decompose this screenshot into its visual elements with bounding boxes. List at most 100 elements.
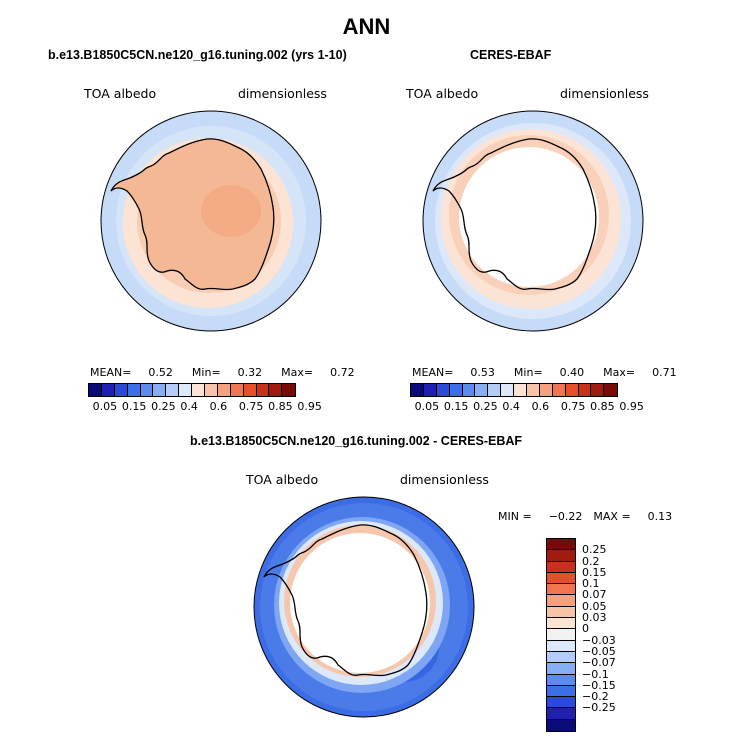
diff-panel-title: b.e13.B1850C5CN.ne120_g16.tuning.002 - C…	[190, 434, 523, 448]
diff-min-label: MIN =	[498, 510, 532, 523]
panel1-right-label: dimensionless	[238, 86, 327, 101]
diff-colorbar-tick-label: 0.1	[582, 577, 600, 591]
diff-colorbar-swatch	[547, 572, 575, 585]
diff-colorbar-swatch	[547, 663, 575, 675]
panel1-left-label: TOA albedo	[84, 86, 157, 101]
panel2-min-value: 0.40	[559, 366, 585, 379]
panel1-stats: MEAN= 0.52 Min= 0.32 Max= 0.72	[90, 366, 355, 379]
panel1-min-value: 0.32	[237, 366, 263, 379]
colorbar-tick-label: 0.4	[180, 400, 198, 413]
panel2-right-label: dimensionless	[560, 86, 649, 101]
diff-colorbar-swatch	[547, 640, 575, 652]
colorbar-swatch	[449, 384, 463, 396]
diff-panel-left-label: TOA albedo	[246, 472, 319, 487]
colorbar-swatch	[217, 384, 231, 396]
colorbar-swatch	[514, 384, 528, 396]
diff-missing-data	[290, 533, 430, 673]
panel2-stats: MEAN= 0.53 Min= 0.40 Max= 0.71	[412, 366, 677, 379]
colorbar-tick-label: 0.4	[502, 400, 520, 413]
colorbar-swatch	[166, 384, 180, 396]
diff-colorbar-tick-label: −0.25	[582, 701, 616, 715]
colorbar-tick-label: 0.75	[560, 400, 586, 413]
colorbar-tick-label: 0.6	[531, 400, 550, 413]
diff-max-value: 0.13	[647, 510, 673, 523]
colorbar-tick-label: 0.95	[297, 400, 322, 413]
figure-title: ANN	[342, 14, 391, 39]
diff-polar-map	[253, 496, 475, 718]
colorbar-tick-label: 0.85	[590, 400, 615, 413]
diff-colorbar-tick-label: −0.15	[582, 678, 616, 692]
colorbar-swatch	[436, 384, 450, 396]
diff-max-label: MAX =	[593, 510, 631, 523]
diff-colorbar-swatch	[547, 584, 575, 596]
panel1-max-value: 0.72	[330, 366, 355, 379]
colorbar-tick-label: 0.25	[151, 400, 176, 413]
colorbar-swatch	[256, 384, 270, 396]
colorbar-tick-label: 0.15	[443, 400, 469, 413]
diff-colorbar-swatch	[547, 708, 575, 720]
panel1-mean-label: MEAN=	[90, 366, 132, 379]
diff-colorbar-tick-label: 0.25	[582, 543, 607, 557]
colorbar-swatch	[411, 384, 424, 396]
panel2-colorbar	[410, 383, 619, 397]
diff-min-value: −0.22	[548, 510, 583, 523]
colorbar-tick-label: 0.85	[268, 400, 293, 413]
panel2-left-label: TOA albedo	[406, 86, 479, 101]
diff-colorbar-swatch	[547, 685, 575, 698]
diff-colorbar-tick-label: −0.1	[582, 667, 609, 681]
panel2-polar-map	[422, 110, 644, 332]
colorbar-swatch	[269, 384, 283, 396]
colorbar-tick-label: 0.05	[92, 400, 118, 413]
diff-colorbar-tick-label: −0.05	[582, 644, 616, 658]
panel2-mean-value: 0.53	[470, 366, 495, 379]
diff-map-border	[253, 496, 475, 718]
diff-colorbar-tick-label: 0.2	[582, 554, 600, 568]
colorbar-swatch	[89, 384, 102, 396]
diff-colorbar-swatch	[547, 595, 575, 607]
colorbar-swatch	[604, 384, 618, 396]
panel2-max-label: Max=	[603, 366, 636, 379]
colorbar-swatch	[462, 384, 476, 396]
colorbar-tick-label: 0.15	[121, 400, 147, 413]
diff-colorbar-swatch	[547, 550, 575, 562]
panel1-polar-map	[100, 110, 322, 332]
panel2-max-value: 0.71	[652, 366, 677, 379]
colorbar-swatch	[501, 384, 515, 396]
panel2-min-label: Min=	[513, 366, 543, 379]
colorbar-tick-label: 0.05	[414, 400, 440, 413]
diff-colorbar-swatch	[547, 606, 575, 619]
colorbar-swatch	[153, 384, 167, 396]
colorbar-swatch	[539, 384, 553, 396]
diff-colorbar-tick-label: −0.2	[582, 690, 609, 704]
colorbar-tick-label: 0.6	[209, 400, 228, 413]
colorbar-swatch	[282, 384, 296, 396]
colorbar-swatch	[205, 384, 218, 396]
diff-colorbar-ticks: 0.25 0.2 0.15 0.1 0.07 0.05 0.03 0 −0.03 −0.05 −0.…	[582, 538, 642, 734]
diff-stats: MIN = −0.22 MAX = 0.13	[498, 510, 672, 523]
colorbar-swatch	[192, 384, 206, 396]
panel1-title: b.e13.B1850C5CN.ne120_g16.tuning.002 (yr…	[48, 48, 347, 62]
diff-panel-right-label: dimensionless	[400, 472, 489, 487]
diff-colorbar-swatch	[547, 561, 575, 573]
diff-colorbar-swatch	[547, 651, 575, 664]
panel2-mean-label: MEAN=	[412, 366, 454, 379]
colorbar-swatch	[127, 384, 141, 396]
diff-colorbar-swatch	[547, 719, 575, 732]
diff-colorbar-swatch	[547, 697, 575, 709]
diff-colorbar-tick-label: −0.03	[582, 633, 616, 647]
colorbar-swatch	[101, 384, 115, 396]
colorbar-tick-label: 0.95	[619, 400, 644, 413]
diff-colorbar-swatch	[547, 674, 575, 686]
colorbar-swatch	[591, 384, 605, 396]
colorbar-swatch	[488, 384, 502, 396]
colorbar-swatch	[114, 384, 128, 396]
colorbar-swatch	[423, 384, 437, 396]
diff-colorbar-swatch	[547, 629, 575, 641]
diff-colorbar-tick-label: 0.05	[582, 599, 607, 613]
diff-colorbar-swatch	[547, 618, 575, 630]
diff-colorbar-tick-label: 0.15	[582, 565, 607, 579]
diff-colorbar-tick-label: 0.03	[582, 611, 607, 625]
panel2-title: CERES-EBAF	[470, 48, 552, 62]
colorbar-tick-label: 0.75	[238, 400, 264, 413]
panel1-map-border	[100, 110, 322, 332]
